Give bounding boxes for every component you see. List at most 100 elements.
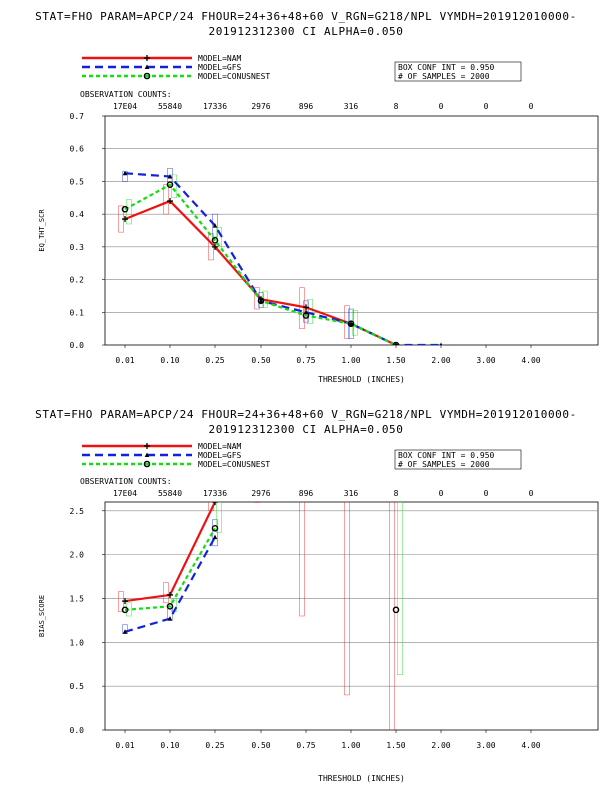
- ci-box-conusnest: [352, 310, 358, 336]
- y-tick-label: 1.0: [70, 638, 85, 647]
- plot-frame: [104, 501, 599, 731]
- ci-box-conusnest: [307, 298, 313, 324]
- legend-marker-conusnest: [143, 460, 151, 468]
- x-tick-label: 3.00: [476, 356, 495, 365]
- x-tick-label: 2.00: [431, 356, 450, 365]
- stats-box: [394, 449, 522, 470]
- obs-count: 0: [529, 102, 534, 111]
- stats-box: [394, 61, 522, 82]
- x-tick-label: 1.50: [386, 741, 405, 750]
- x-tick-label: 0.10: [160, 356, 179, 365]
- y-tick-label: 1.5: [70, 594, 85, 603]
- obs-count: 0: [529, 489, 534, 498]
- obs-count: 0: [439, 102, 444, 111]
- data-point-conusnest: [211, 525, 219, 532]
- obs-count: 2976: [251, 102, 270, 111]
- num-samples-label: # OF SAMPLES = 2000: [398, 72, 490, 81]
- ci-box-nam: [254, 502, 260, 503]
- legend-label-gfs: MODEL=GFS: [198, 63, 242, 72]
- data-point-gfs: [122, 629, 128, 634]
- x-tick-label: 1.00: [341, 356, 360, 365]
- obs-count: 17336: [203, 489, 227, 498]
- x-axis-label: THRESHOLD (INCHES): [318, 375, 405, 384]
- observation-counts-label: OBSERVATION COUNTS:: [80, 90, 172, 99]
- obs-count: 8: [394, 489, 399, 498]
- obs-count: 8: [394, 102, 399, 111]
- data-point-gfs: [212, 534, 218, 540]
- y-tick-label: 0.7: [70, 112, 85, 121]
- series-line-conusnest: [124, 183, 397, 345]
- y-tick-label: 0.2: [70, 276, 85, 285]
- x-tick-label: 2.00: [431, 741, 450, 750]
- x-tick-label: 0.01: [115, 741, 134, 750]
- data-point-gfs: [122, 170, 128, 176]
- num-samples-label: # OF SAMPLES = 2000: [398, 460, 490, 469]
- legend-label-conusnest: MODEL=CONUSNEST: [198, 460, 270, 469]
- obs-count: 316: [344, 102, 359, 111]
- y-tick-label: 0.1: [70, 308, 85, 317]
- plot-frame: [104, 115, 599, 346]
- obs-count: 896: [299, 489, 314, 498]
- data-point-nam: [212, 243, 218, 250]
- data-point-gfs: [212, 223, 218, 228]
- obs-count: 0: [484, 102, 489, 111]
- ci-box-nam: [163, 582, 169, 604]
- legend-label-nam: MODEL=NAM: [198, 442, 242, 451]
- y-tick-label: 0.6: [70, 145, 85, 154]
- data-point-conusnest: [302, 312, 310, 319]
- ci-box-nam: [344, 502, 350, 696]
- x-tick-label: 0.50: [251, 741, 270, 750]
- data-point-nam: [122, 216, 128, 223]
- legend-marker-nam: [144, 55, 150, 61]
- y-tick-label: 0.3: [70, 243, 85, 252]
- data-point-nam: [212, 502, 218, 505]
- obs-count: 316: [344, 489, 359, 498]
- x-tick-label: 0.75: [296, 356, 315, 365]
- plot-area: [118, 502, 403, 730]
- ci-box-conusnest: [397, 502, 403, 676]
- x-tick-label: 0.25: [205, 356, 224, 365]
- ci-box-nam: [389, 502, 395, 730]
- chart2-title-line1: STAT=FHO PARAM=APCP/24 FHOUR=24+36+48+60…: [35, 408, 577, 421]
- data-point-nam: [303, 304, 309, 311]
- data-point-conusnest: [392, 341, 400, 345]
- obs-count: 2976: [251, 489, 270, 498]
- x-tick-label: 3.00: [476, 741, 495, 750]
- chart1-title-line2: 201912312300 CI ALPHA=0.050: [208, 25, 404, 38]
- x-tick-label: 0.01: [115, 356, 134, 365]
- y-axis-label: EQ_THT_SCR: [38, 209, 46, 252]
- series-line-gfs: [124, 172, 441, 345]
- ci-box-conusnest: [216, 502, 222, 533]
- legend-marker-nam: [144, 443, 150, 449]
- data-point-conusnest: [121, 205, 129, 213]
- legend-marker-gfs: [144, 452, 150, 457]
- obs-count: 17E04: [113, 489, 137, 498]
- y-tick-label: 0.4: [70, 210, 85, 219]
- data-point-nam: [167, 198, 173, 205]
- data-point-conusnest: [257, 297, 265, 305]
- plot-area: [118, 168, 443, 345]
- x-tick-label: 0.25: [205, 741, 224, 750]
- data-point-conusnest: [347, 320, 355, 328]
- x-tick-label: 0.10: [160, 741, 179, 750]
- y-tick-label: 0.0: [70, 726, 85, 735]
- data-point-gfs: [258, 298, 264, 303]
- chart1-title-line1: STAT=FHO PARAM=APCP/24 FHOUR=24+36+48+60…: [35, 10, 577, 23]
- legend-label-nam: MODEL=NAM: [198, 54, 242, 63]
- box-conf-int-label: BOX CONF INT = 0.950: [398, 451, 495, 460]
- data-point-conusnest: [211, 237, 219, 244]
- obs-count: 17336: [203, 102, 227, 111]
- obs-count: 55840: [158, 102, 182, 111]
- ci-box-conusnest: [126, 199, 132, 225]
- data-point-conusnest: [392, 606, 400, 614]
- obs-count: 896: [299, 102, 314, 111]
- y-tick-label: 0.5: [70, 682, 85, 691]
- y-tick-label: 2.5: [70, 507, 85, 516]
- data-point-gfs: [167, 616, 173, 621]
- x-axis-label: THRESHOLD (INCHES): [318, 774, 405, 783]
- data-point-conusnest: [166, 603, 174, 610]
- x-tick-label: 4.00: [521, 741, 540, 750]
- obs-count: 55840: [158, 489, 182, 498]
